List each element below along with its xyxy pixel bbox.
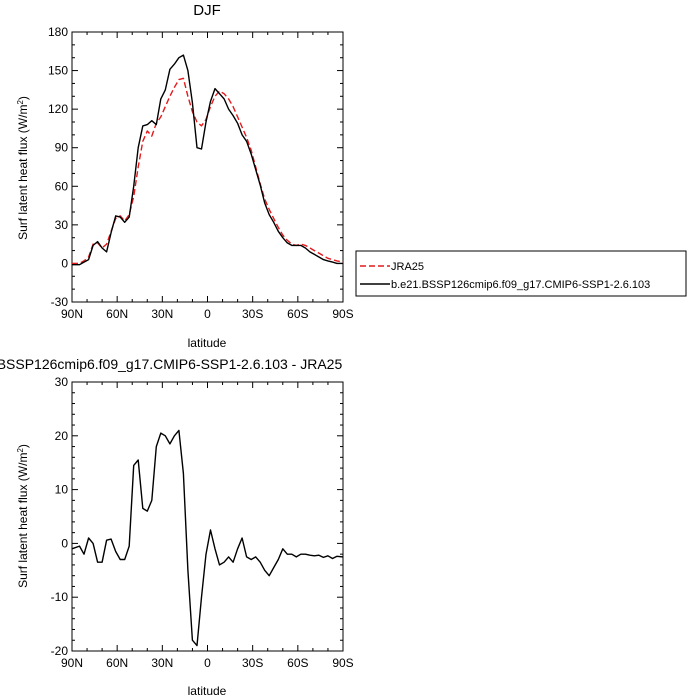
- bottom-y-tick-label: 20: [55, 429, 69, 443]
- top-y-tick-label: -30: [51, 295, 69, 309]
- legend-label-model: b.e21.BSSP126cmip6.f09_g17.CMIP6-SSP1-2.…: [391, 279, 650, 291]
- top-series-line-1: [72, 54, 343, 266]
- bottom-series-line-0: [71, 429, 344, 647]
- top-x-tick-label: 60N: [106, 307, 128, 321]
- top-chart-x-axis-label: latitude: [188, 336, 227, 350]
- bottom-x-tick-label: 30S: [242, 656, 263, 670]
- top-x-tick-label: 0: [204, 307, 211, 321]
- top-chart-y-axis-label: Surf latent heat flux (W/m2): [16, 96, 31, 240]
- top-chart-y-label-close: ): [16, 96, 30, 100]
- bottom-x-tick-label: 90N: [61, 656, 83, 670]
- legend: JRA25 b.e21.BSSP126cmip6.f09_g17.CMIP6-S…: [355, 250, 687, 297]
- top-y-tick-label: 180: [48, 25, 68, 39]
- top-x-tick-label: 90S: [332, 307, 353, 321]
- bottom-chart-y-axis-label: Surf latent heat flux (W/m2): [16, 444, 31, 588]
- top-chart-panel: DJF 90N 60N 30N 0 30S 60S 90S -30 0 30 60 90 120 150 1…: [16, 2, 354, 350]
- top-y-tick-label: 120: [48, 102, 68, 116]
- bottom-chart-x-axis-label: latitude: [188, 684, 227, 698]
- top-chart-plot-area: 90N 60N 30N 0 30S 60S 90S -30 0 30 60 90 120 150 180: [48, 25, 354, 321]
- bottom-chart-y-label-sup: 2: [16, 448, 25, 453]
- top-chart-y-label-sup: 2: [16, 100, 25, 105]
- top-x-tick-label: 60S: [287, 307, 308, 321]
- top-series-line-0: [72, 77, 344, 265]
- bottom-chart-plot-area: 90N 60N 30N 0 30S 60S 90S -20 -10 0 10 20 30: [51, 375, 354, 670]
- top-x-tick-label: 30S: [242, 307, 263, 321]
- legend-label-jra25: JRA25: [391, 261, 424, 273]
- bottom-y-tick-label: 0: [61, 536, 68, 550]
- bottom-x-tick-label: 60S: [287, 656, 308, 670]
- bottom-x-tick-label: 30N: [151, 656, 173, 670]
- bottom-x-tick-label: 90S: [332, 656, 353, 670]
- top-plot-frame: [71, 31, 344, 303]
- top-chart-y-label-main: Surf latent heat flux (W/m: [16, 105, 30, 240]
- bottom-y-tick-label: -10: [51, 590, 69, 604]
- bottom-chart-panel: b.e21.BSSP126cmip6.f09_g17.CMIP6-SSP1-2.…: [0, 356, 354, 698]
- top-x-tick-label: 90N: [61, 307, 83, 321]
- top-x-tick-label: 30N: [151, 307, 173, 321]
- bottom-plot-frame: [71, 381, 344, 652]
- top-y-tick-label: 90: [55, 141, 69, 155]
- legend-box: [355, 250, 687, 297]
- bottom-chart-y-label-main: Surf latent heat flux (W/m: [16, 453, 30, 588]
- bottom-chart-title: b.e21.BSSP126cmip6.f09_g17.CMIP6-SSP1-2.…: [0, 356, 342, 372]
- bottom-y-tick-label: 30: [55, 375, 69, 389]
- top-y-tick-label: 0: [61, 256, 68, 270]
- bottom-y-tick-label: 10: [55, 483, 69, 497]
- top-y-tick-label: 60: [55, 179, 69, 193]
- top-y-tick-label: 30: [55, 218, 69, 232]
- bottom-x-tick-label: 60N: [106, 656, 128, 670]
- top-y-tick-label: 150: [48, 64, 68, 78]
- bottom-chart-y-label-close: ): [16, 444, 30, 448]
- bottom-x-tick-label: 0: [204, 656, 211, 670]
- top-chart-title: DJF: [193, 2, 221, 19]
- bottom-y-tick-label: -20: [51, 644, 69, 658]
